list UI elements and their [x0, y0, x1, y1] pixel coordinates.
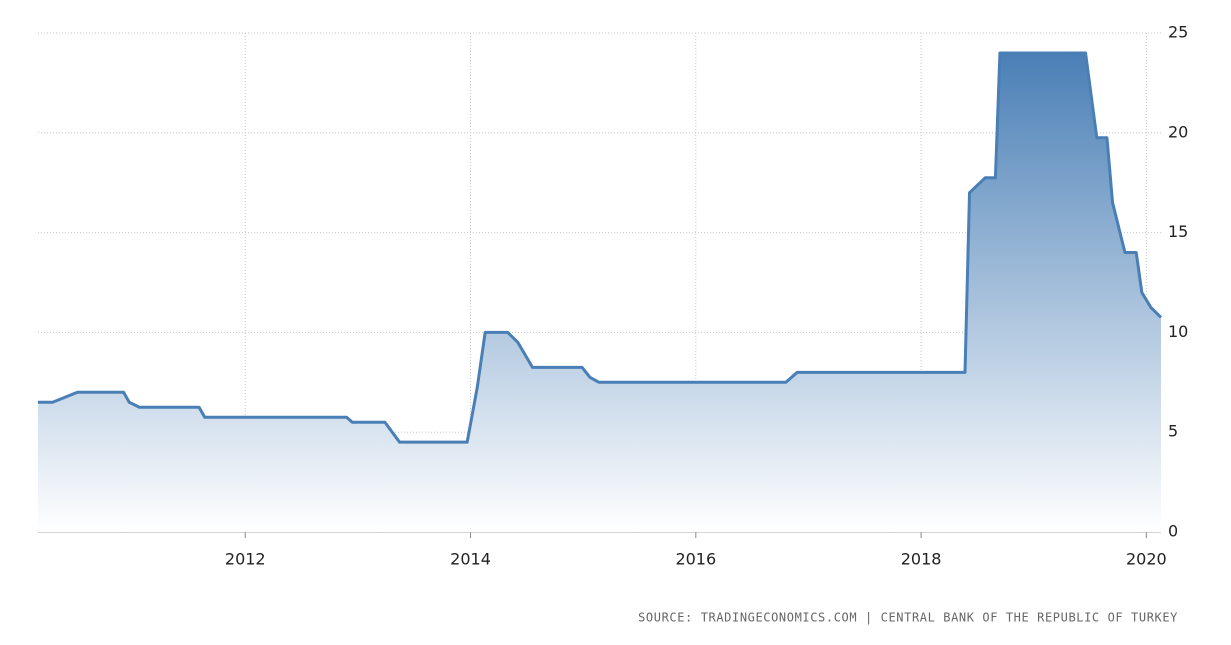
y-tick-label: 20: [1168, 122, 1188, 141]
x-tick-label: 2020: [1126, 550, 1167, 569]
x-tick-label: 2012: [225, 550, 266, 569]
y-tick-label: 5: [1168, 422, 1178, 441]
y-tick-label: 15: [1168, 222, 1188, 241]
source: SOURCE: TRADINGECONOMICS.COM | CENTRAL B…: [638, 611, 1178, 625]
x-tick-label: 2014: [450, 550, 491, 569]
line: [38, 51, 1163, 444]
x-tick-label: 2018: [901, 550, 942, 569]
x-tick-label: 2016: [675, 550, 716, 569]
y-tick-label: 25: [1168, 23, 1188, 42]
y-tick-label: 10: [1168, 322, 1188, 341]
area-fill: [38, 52, 1161, 533]
y-tick-label: 0: [1168, 522, 1178, 541]
